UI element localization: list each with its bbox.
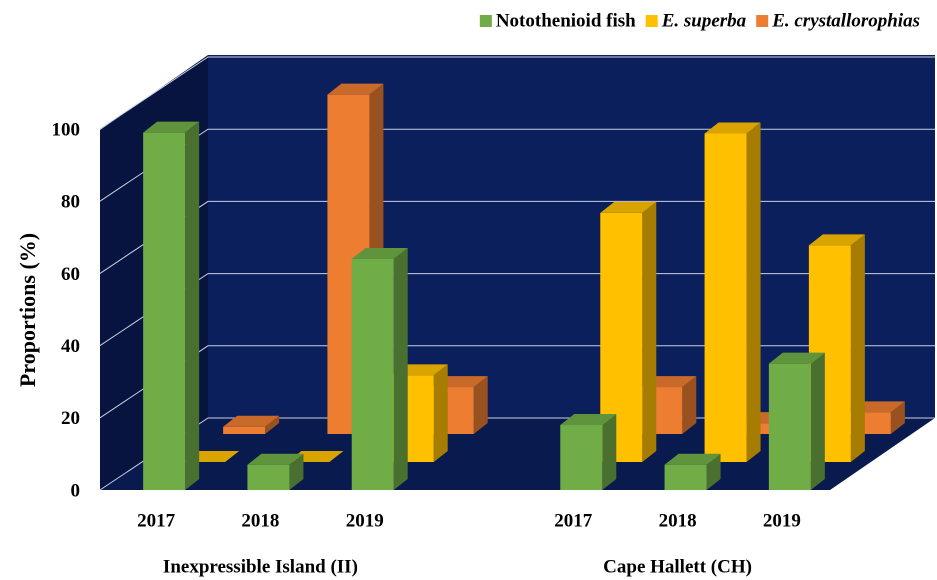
bar-top: [560, 414, 617, 426]
bar-side: [602, 414, 617, 490]
group-label: Inexpressible Island (II): [163, 556, 358, 577]
bar: [768, 363, 811, 490]
legend-swatch: [479, 15, 492, 27]
bar-top: [143, 121, 200, 133]
y-tick-label: 60: [61, 264, 80, 285]
bar-side: [706, 453, 721, 490]
bar-side: [850, 234, 865, 462]
bar: [744, 423, 787, 434]
legend-swatch: [756, 15, 769, 27]
bar-top: [600, 201, 657, 213]
bar-top: [704, 122, 761, 134]
bar-side: [890, 401, 905, 434]
bar: [704, 133, 747, 463]
bar-side: [746, 122, 761, 463]
bar-top: [247, 453, 304, 465]
bar-top: [664, 453, 721, 465]
grid-line: [99, 128, 935, 202]
bar: [560, 425, 603, 490]
x-tick-label: 2018: [241, 510, 279, 531]
bars: [143, 83, 905, 491]
grid-line: [99, 56, 935, 130]
legend-label: E. superba: [661, 10, 747, 31]
bar-side: [682, 376, 697, 434]
bar-top: [223, 415, 280, 427]
bar: [351, 258, 394, 490]
group-label: Cape Hallett (CH): [603, 556, 752, 577]
x-tick-label: 2017: [554, 510, 593, 531]
grid: [99, 56, 935, 491]
x-tick-label: 2019: [346, 510, 384, 531]
legend-swatch: [645, 15, 658, 27]
bar-side: [473, 376, 488, 434]
y-tick-label: 100: [52, 119, 81, 140]
legend-label: Notothenioid fish: [496, 10, 636, 31]
x-tick-label: 2018: [659, 510, 697, 531]
grid-line: [99, 273, 935, 347]
bar: [664, 464, 707, 490]
labels: 0 20 40 60 80 100 2017 2018 2019 2017 2018 2019 Inex…: [52, 119, 801, 577]
bar-side: [265, 415, 280, 434]
y-tick-label: 40: [61, 336, 80, 357]
bar: [247, 464, 290, 490]
bar-side: [433, 364, 448, 462]
y-tick-label: 20: [61, 408, 80, 429]
bar-top: [808, 234, 865, 246]
bar-side: [810, 352, 825, 490]
x-tick-label: 2019: [763, 510, 801, 531]
grid-line: [99, 345, 935, 419]
grid-line: [99, 200, 935, 274]
bar: [223, 426, 266, 434]
bar-top: [768, 352, 825, 364]
y-axis-title: Proportions (%): [15, 233, 40, 387]
bar-side: [642, 201, 657, 462]
bar: [143, 132, 186, 491]
bar-top: [327, 83, 384, 95]
bar-side: [393, 247, 408, 490]
bar-top: [351, 247, 408, 259]
legend-label: E. crystallorophias: [771, 10, 920, 31]
legend: Notothenioid fish E. superba E. crystallor…: [479, 10, 920, 31]
y-tick-label: 80: [61, 192, 80, 213]
bar-side: [185, 121, 200, 491]
bar-side: [289, 453, 304, 490]
x-tick-label: 2017: [137, 510, 176, 531]
y-tick-label: 0: [71, 480, 81, 501]
